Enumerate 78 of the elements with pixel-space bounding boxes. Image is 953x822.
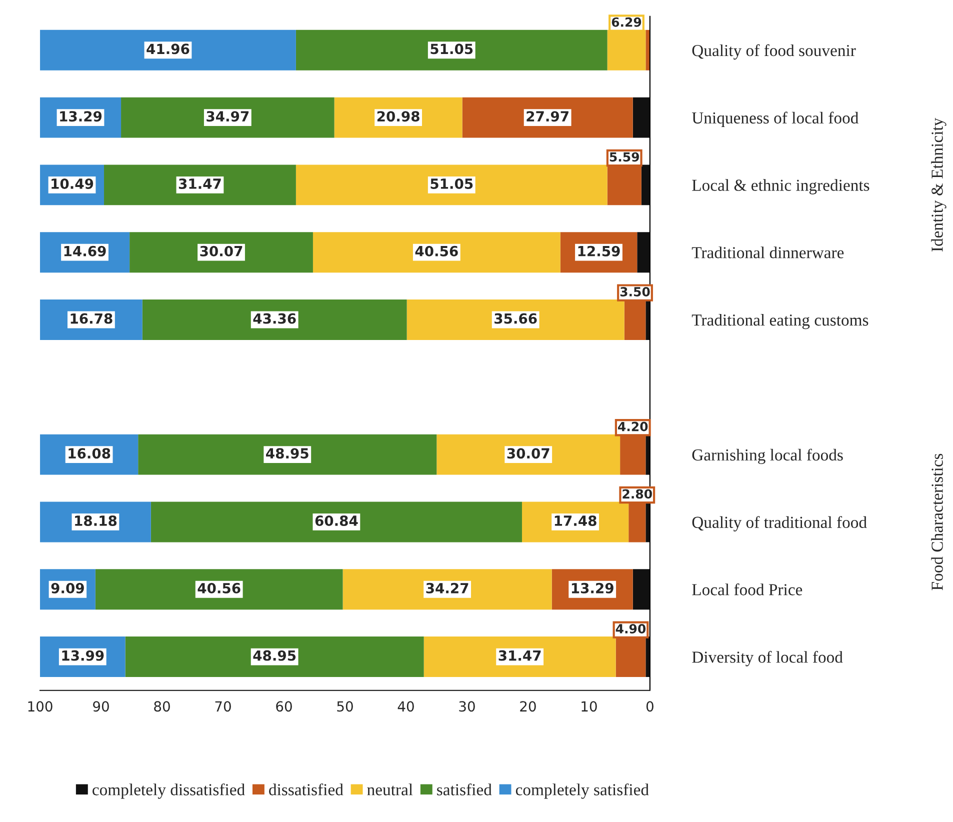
legend-label: dissatisfied (269, 783, 344, 796)
x-tick-label: 70 (215, 701, 231, 712)
legend-label: satisfied (437, 783, 492, 796)
data-label: 34.97 (206, 111, 249, 122)
data-label: 17.48 (554, 515, 596, 526)
data-label: 16.08 (68, 448, 110, 459)
data-label: 4.90 (616, 624, 646, 634)
data-label: 16.78 (70, 313, 112, 324)
data-label: 5.59 (610, 152, 639, 162)
data-label: 10.49 (52, 178, 94, 189)
data-label: 48.95 (253, 650, 296, 661)
data-label: 6.29 (612, 17, 642, 27)
y-tick-label: Uniqueness of local food (692, 112, 858, 127)
bar (296, 30, 608, 70)
y-tick-label: Local & ethnic ingredients (692, 179, 870, 194)
legend-label: neutral (367, 784, 413, 796)
data-label: 48.95 (266, 448, 308, 459)
x-tick-label: 40 (398, 701, 414, 712)
x-tick-label: 100 (28, 701, 52, 712)
text: Identity & Ethnicity (931, 118, 946, 252)
data-label: 41.96 (146, 44, 190, 54)
bar (312, 232, 560, 273)
y-tick-label: Diversity of local food (692, 650, 843, 666)
y-tick-label: Traditional dinnerware (692, 246, 844, 258)
data-label: 35.66 (494, 313, 537, 324)
data-label: 18.18 (75, 515, 117, 526)
data-label: 31.47 (498, 650, 541, 661)
bar (40, 30, 296, 70)
y-tick-label: Local food Price (692, 583, 802, 596)
data-label: 13.29 (60, 111, 102, 122)
data-label: 30.07 (200, 246, 242, 256)
x-tick-label: 90 (93, 701, 109, 712)
data-label: 13.29 (572, 582, 614, 594)
text: Food Characteristics (931, 454, 943, 590)
bar (637, 232, 650, 273)
data-label: 51.05 (430, 178, 473, 189)
x-tick-label: 0 (646, 701, 654, 712)
bar (646, 30, 650, 70)
y-tick-label: Quality of food souvenir (692, 44, 856, 60)
data-label: 40.56 (198, 582, 240, 594)
data-label: 40.56 (415, 246, 458, 256)
bar (125, 636, 424, 677)
data-label: 60.84 (315, 515, 358, 526)
bar (646, 636, 650, 677)
data-label: 51.05 (430, 44, 473, 54)
data-label: 31.47 (178, 178, 221, 189)
data-label: 34.27 (426, 582, 468, 594)
bar (138, 434, 437, 475)
x-tick-label: 80 (154, 701, 170, 712)
data-label: 27.97 (526, 111, 568, 122)
x-tick-label: 30 (459, 701, 475, 712)
data-label: 4.20 (618, 422, 648, 432)
bar (632, 569, 650, 610)
x-tick-label: 50 (337, 701, 353, 712)
bar (632, 97, 650, 138)
bar (296, 164, 608, 206)
x-tick-label: 10 (582, 701, 597, 712)
legend-label: completely satisfied (516, 783, 649, 799)
x-tick-label: 60 (276, 701, 292, 712)
bar (646, 434, 650, 475)
data-label: 30.07 (507, 448, 550, 459)
y-tick-label: Traditional eating customs (692, 314, 868, 330)
data-label: 9.09 (51, 582, 84, 594)
data-label: 3.50 (620, 286, 650, 296)
bar (142, 300, 407, 340)
bar (641, 164, 650, 206)
data-label: 20.98 (377, 111, 420, 122)
y-tick-label: Quality of traditional food (692, 516, 867, 532)
y-tick-label: Garnishing local foods (692, 448, 843, 464)
data-label: 43.36 (253, 313, 296, 324)
data-label: 2.80 (622, 489, 652, 499)
data-label: 12.59 (578, 246, 620, 256)
bar (150, 502, 522, 542)
x-tick-label: 20 (520, 701, 536, 712)
data-label: 13.99 (62, 650, 104, 661)
data-label: 14.69 (64, 246, 106, 256)
bar (95, 569, 343, 610)
legend-label: completely dissatisfied (92, 783, 245, 799)
